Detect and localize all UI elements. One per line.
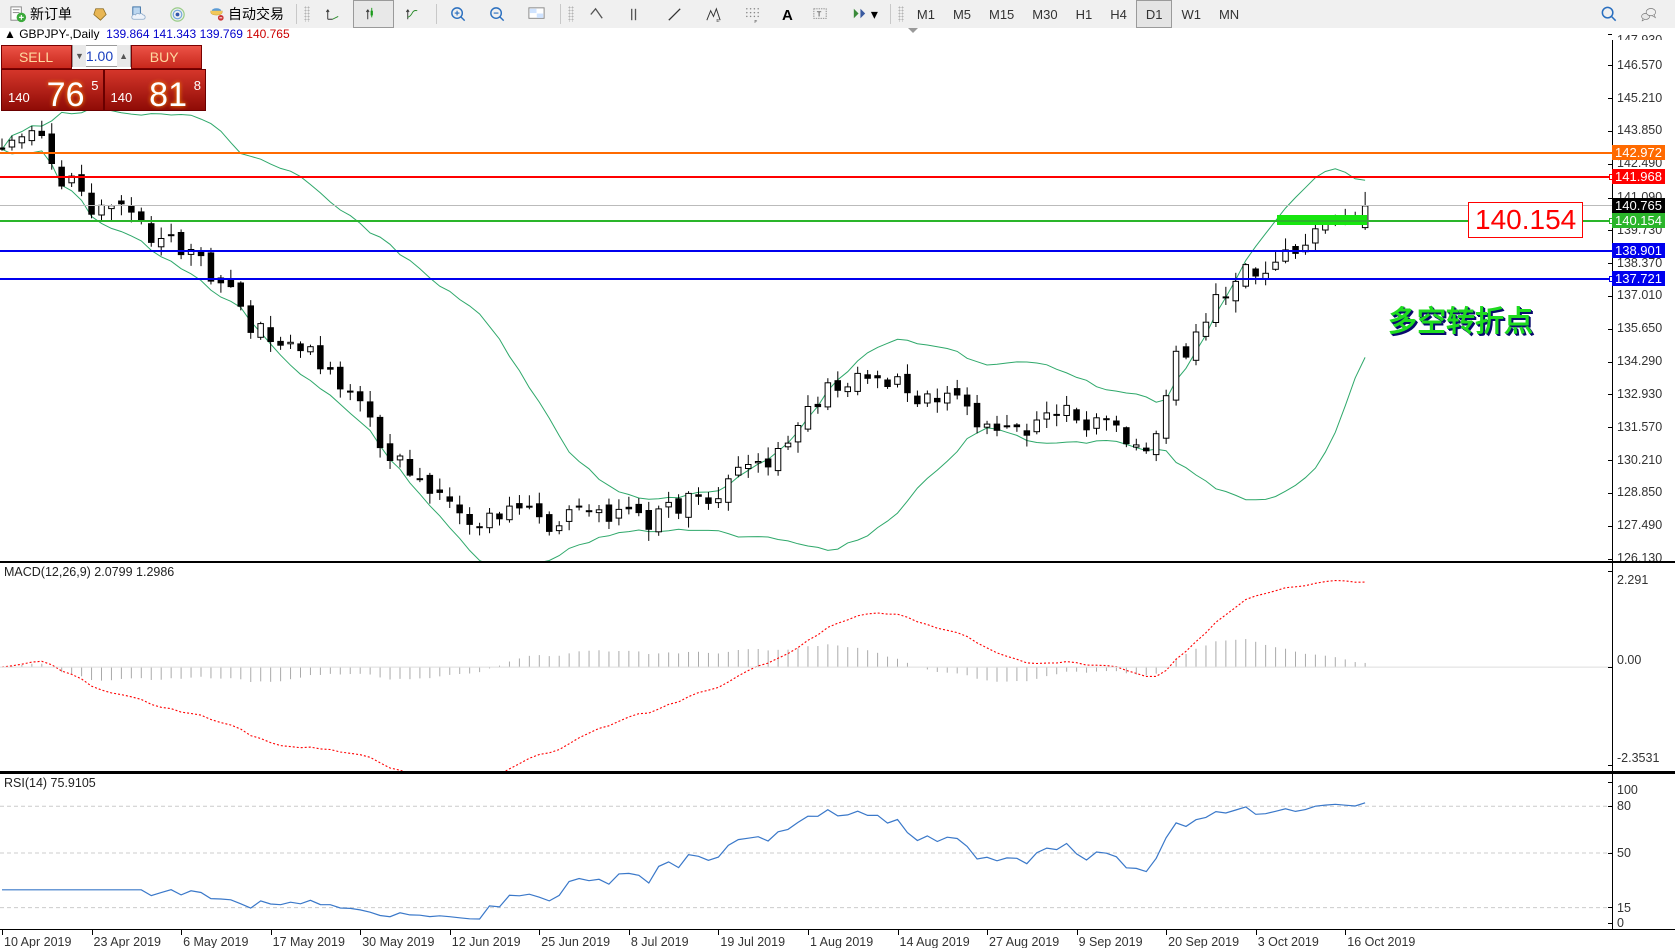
svg-text:F: F xyxy=(754,19,757,24)
svg-text:E: E xyxy=(716,18,719,24)
svg-text:T: T xyxy=(817,9,822,18)
